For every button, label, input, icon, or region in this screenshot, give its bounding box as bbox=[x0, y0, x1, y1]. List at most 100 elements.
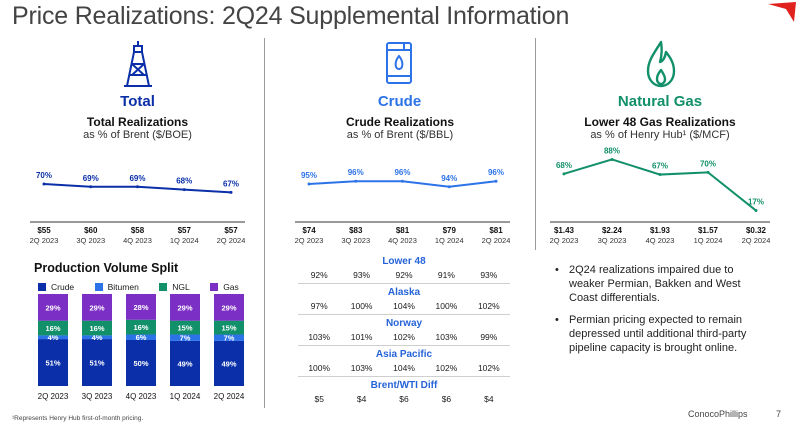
page-title: Price Realizations: 2Q24 Supplemental In… bbox=[12, 2, 570, 30]
bar-segment bbox=[214, 334, 244, 341]
region-heading: Alaska bbox=[387, 287, 421, 298]
table-cell: 102% bbox=[477, 363, 500, 373]
price-label: $83 bbox=[349, 226, 363, 235]
region-heading: Brent/WTI Diff bbox=[370, 380, 438, 391]
price-label: $2.24 bbox=[602, 226, 623, 235]
value-label: 96% bbox=[394, 168, 410, 177]
table-divider bbox=[298, 283, 510, 284]
price-label: $81 bbox=[489, 226, 503, 235]
segment-label: 29% bbox=[221, 303, 236, 312]
footnote: ¹Represents Henry Hub first-of-month pri… bbox=[12, 415, 144, 422]
price-label: $1.43 bbox=[554, 226, 575, 235]
category-label: 3Q 2023 bbox=[598, 236, 627, 245]
table-cell: 103% bbox=[435, 332, 458, 342]
column-divider bbox=[535, 38, 536, 250]
table-cell: 91% bbox=[437, 270, 455, 280]
table-cell: 104% bbox=[393, 363, 415, 373]
bar-segment bbox=[214, 294, 244, 321]
segment-label: 6% bbox=[136, 333, 147, 342]
table-cell: 100% bbox=[350, 301, 373, 311]
price-label: $58 bbox=[131, 226, 145, 235]
bar-segment bbox=[126, 334, 156, 340]
data-point bbox=[610, 157, 614, 161]
table-cell: 99% bbox=[480, 332, 498, 342]
table-cell: 97% bbox=[310, 301, 328, 311]
segment-label: 28% bbox=[133, 303, 148, 312]
value-label: 95% bbox=[301, 171, 317, 180]
total-heading: Total bbox=[120, 93, 155, 110]
price-label: $79 bbox=[443, 226, 457, 235]
crude-heading: Crude bbox=[377, 93, 422, 110]
category-label: 3Q 2023 bbox=[341, 236, 370, 245]
price-label: $1.57 bbox=[698, 226, 719, 235]
data-point bbox=[229, 190, 233, 194]
segment-label: 4% bbox=[92, 333, 103, 342]
segment-label: 50% bbox=[133, 359, 148, 368]
crude-region-table: Lower 48 92% 93% 92% 91% 93% Alaska 97% 100% 104%… bbox=[298, 256, 510, 407]
bar-segment bbox=[126, 319, 156, 335]
legend-bitumen: Bitumen bbox=[94, 282, 139, 292]
legend-crude: Crude bbox=[38, 282, 74, 292]
data-point bbox=[89, 185, 93, 189]
data-point bbox=[447, 185, 451, 189]
category-label: 2Q 2024 bbox=[214, 392, 245, 401]
value-label: 94% bbox=[441, 174, 457, 183]
table-cell: 103% bbox=[350, 363, 373, 373]
bar-segment bbox=[82, 335, 112, 340]
table-row: 97% 100% 104% 100% 102% bbox=[298, 301, 510, 311]
bar-segment bbox=[170, 320, 200, 335]
table-divider bbox=[298, 345, 510, 346]
crude-chart-unit: as % of Brent ($/BBL) bbox=[346, 129, 454, 141]
segment-label: 51% bbox=[45, 359, 60, 368]
segment-label: 15% bbox=[221, 324, 236, 333]
table-cell: 100% bbox=[435, 301, 458, 311]
price-label: $0.32 bbox=[746, 226, 767, 235]
commentary-bullets: 2Q24 realizations impaired due to weaker… bbox=[555, 263, 755, 363]
table-cell: 102% bbox=[477, 301, 500, 311]
segment-label: 4% bbox=[48, 333, 59, 342]
data-point bbox=[562, 172, 566, 176]
value-label: 68% bbox=[176, 177, 192, 186]
region-heading: Norway bbox=[385, 318, 423, 329]
bar-segment bbox=[82, 294, 112, 321]
category-label: 3Q 2023 bbox=[76, 236, 105, 245]
data-point bbox=[307, 182, 311, 186]
gas-chart-unit: as % of Henry Hub¹ ($/MCF) bbox=[590, 129, 730, 141]
company-name: ConocoPhillips bbox=[688, 409, 748, 419]
table-cell: 93% bbox=[480, 270, 498, 280]
table-row: $5 $4 $6 $6 $4 bbox=[298, 394, 510, 404]
bar-segment bbox=[38, 339, 68, 386]
segment-label: 51% bbox=[89, 359, 104, 368]
table-cell: 92% bbox=[310, 270, 328, 280]
table-cell: 103% bbox=[308, 332, 331, 342]
oil-barrel-icon bbox=[386, 42, 412, 84]
data-point bbox=[754, 209, 758, 213]
price-label: $57 bbox=[178, 226, 192, 235]
column-divider bbox=[264, 38, 265, 408]
value-label: 70% bbox=[700, 159, 716, 168]
flame-icon bbox=[646, 40, 676, 88]
crude-chart-title: Crude Realizations bbox=[345, 115, 455, 129]
category-label: 4Q 2023 bbox=[646, 236, 675, 245]
bar-segment bbox=[126, 340, 156, 386]
segment-label: 15% bbox=[177, 324, 192, 333]
data-point bbox=[42, 182, 46, 186]
price-label: $1.93 bbox=[650, 226, 671, 235]
category-label: 4Q 2023 bbox=[126, 392, 157, 401]
category-label: 2Q 2023 bbox=[38, 392, 69, 401]
category-label: 1Q 2024 bbox=[435, 236, 464, 245]
bar-segment bbox=[170, 334, 200, 341]
value-label: 88% bbox=[604, 146, 620, 155]
bar-segment bbox=[126, 294, 156, 320]
bar-segment bbox=[214, 320, 244, 335]
table-cell: $4 bbox=[356, 394, 367, 404]
legend-gas: Gas bbox=[210, 282, 239, 292]
bullet-item: Permian pricing expected to remain depre… bbox=[555, 313, 755, 355]
price-label: $74 bbox=[302, 226, 316, 235]
bar-segment bbox=[38, 335, 68, 340]
value-label: 96% bbox=[348, 168, 364, 177]
segment-label: 7% bbox=[224, 334, 235, 343]
